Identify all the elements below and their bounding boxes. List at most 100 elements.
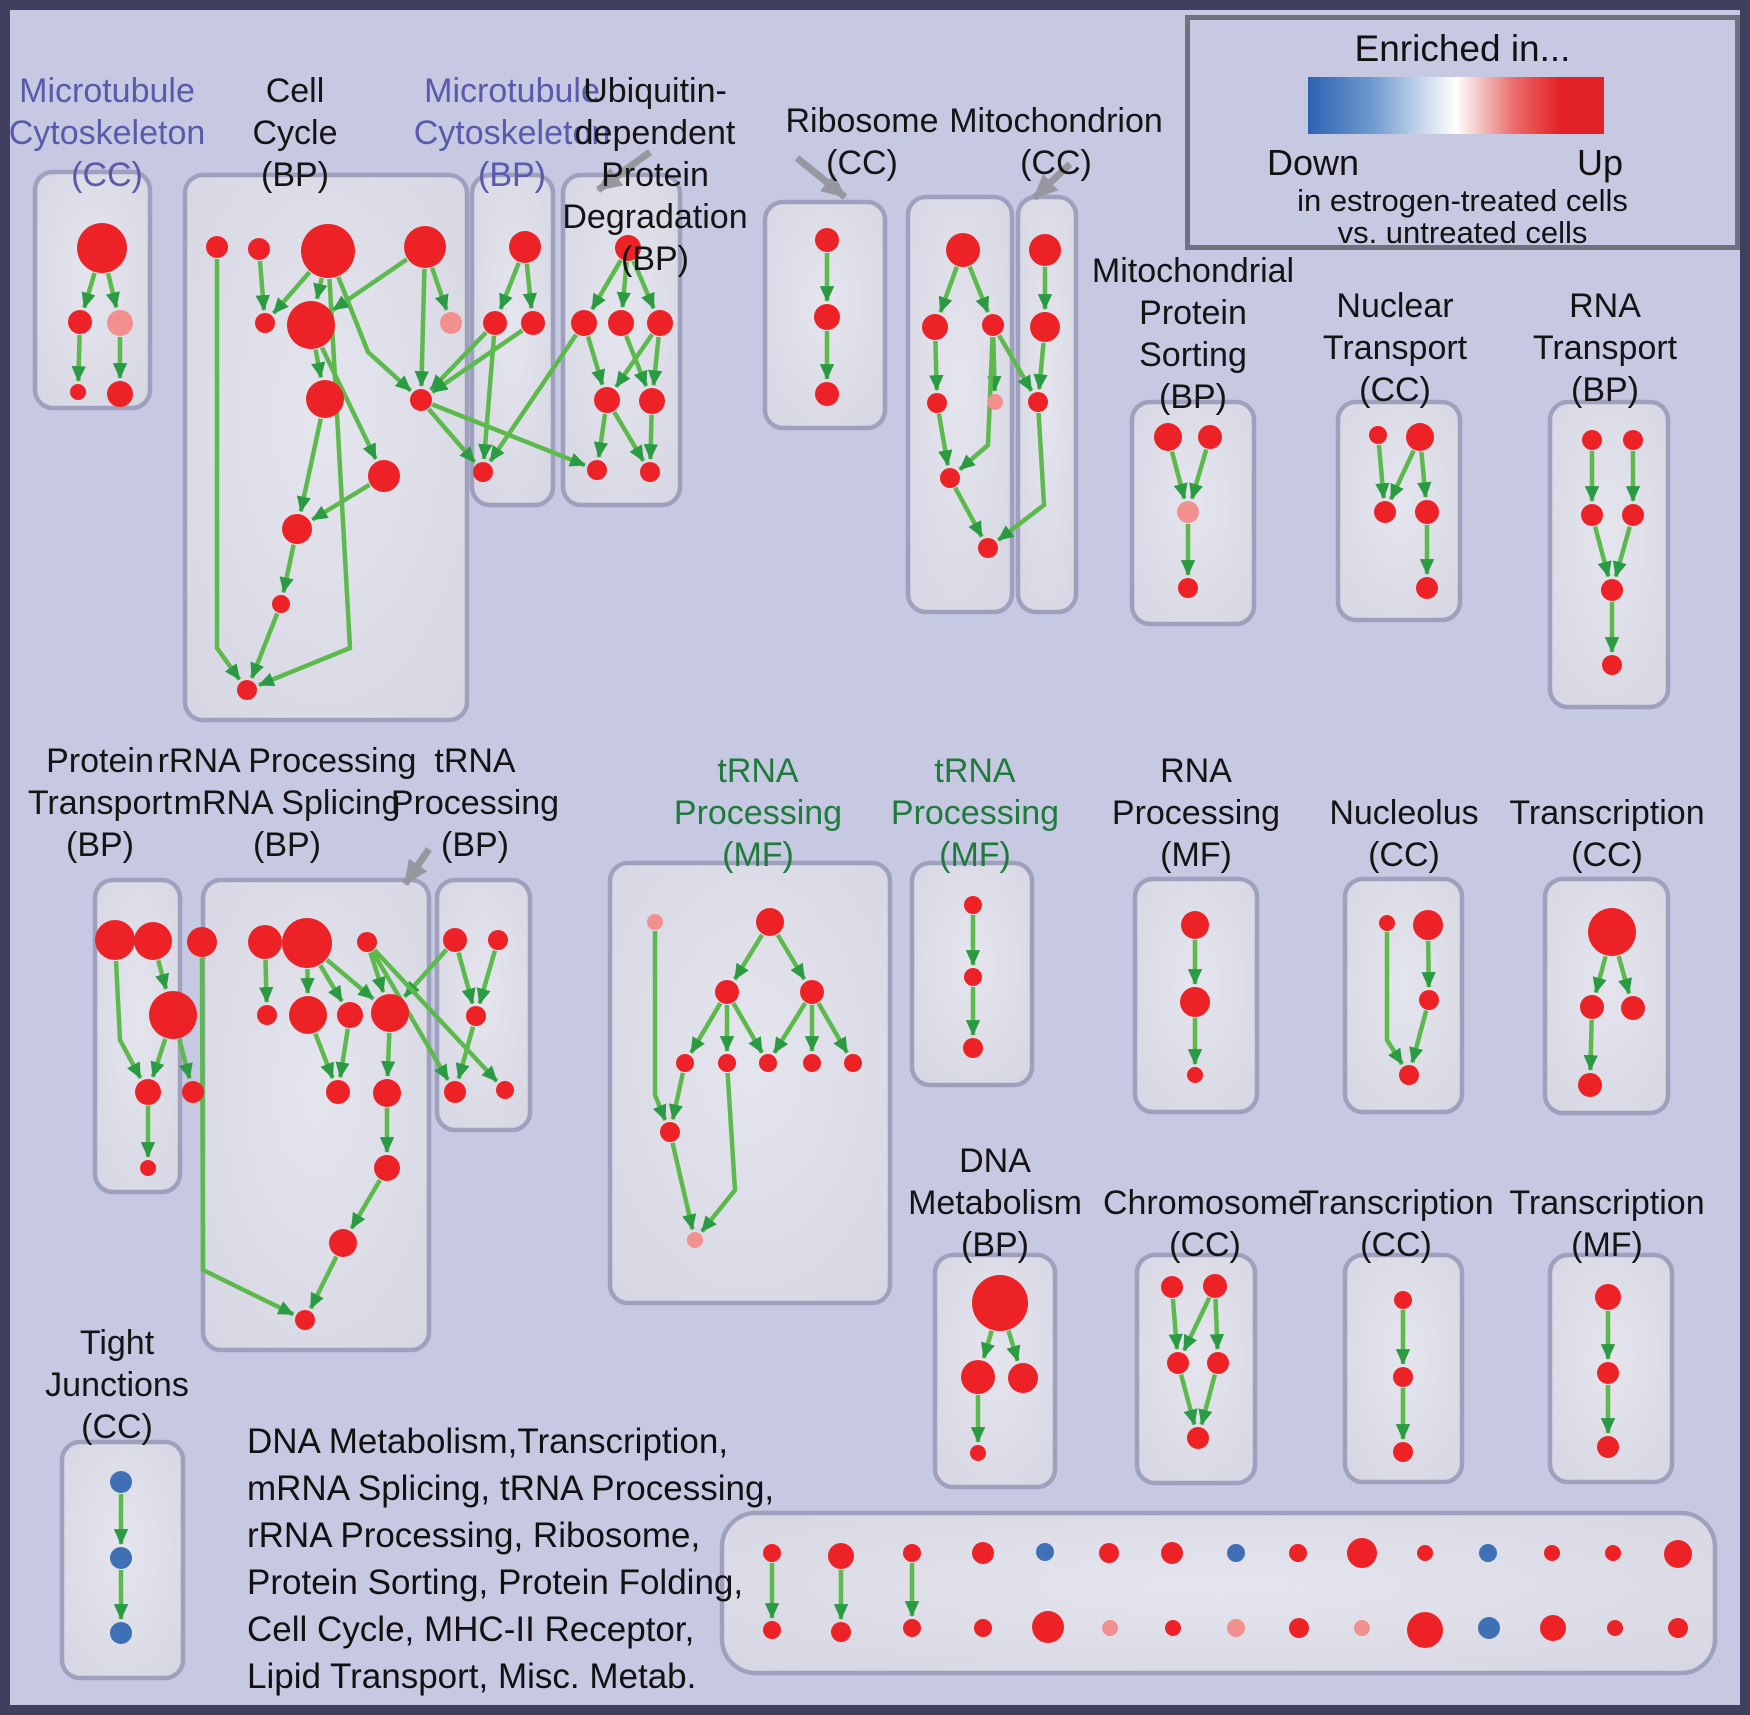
go-term-node-g11	[329, 1229, 357, 1257]
cluster-box-nuclear-transport-cc	[1335, 399, 1463, 623]
go-term-node-p3	[135, 1079, 161, 1105]
go-term-node-bt5	[1036, 1543, 1054, 1561]
go-term-node-c1a	[77, 223, 127, 273]
edge-cr3-cr4	[1198, 1374, 1218, 1426]
edge-g2-g7	[325, 958, 375, 1001]
go-term-node-w4	[1601, 579, 1623, 601]
cluster-label-chromosome-18: Chromosome (CC)	[1102, 1184, 1308, 1264]
cluster-label-transcription-19: Transcription (CC)	[1298, 1184, 1494, 1264]
go-term-node-g12	[295, 1310, 315, 1330]
edge-k4-k9	[668, 1072, 686, 1121]
edge-n3-n5	[332, 257, 409, 312]
edge-k9-k10	[670, 1142, 697, 1231]
label-pointer-arrow-4	[402, 847, 432, 886]
edge-u5-u7	[643, 414, 659, 460]
go-term-node-t1	[1406, 423, 1434, 451]
legend-subtitle-2: vs. untreated cells	[1337, 215, 1588, 250]
cluster-box-rna-transport-bp	[1547, 399, 1671, 710]
mixed-cluster-text: DNA Metabolism,Transcription, mRNA Splici…	[247, 1418, 774, 1700]
cluster-label-tight-21: Tight Junctions (CC)	[45, 1324, 189, 1446]
go-term-node-cr1	[1203, 1274, 1227, 1298]
go-term-node-n6	[440, 312, 462, 334]
cluster-box-mixed-bottom	[719, 1510, 1718, 1676]
go-term-node-bt8	[1227, 1544, 1245, 1562]
edge-w3-w4	[1612, 525, 1632, 578]
go-term-node-n4	[255, 313, 275, 333]
go-term-node-w3	[1622, 504, 1644, 526]
go-term-node-u2	[608, 310, 634, 336]
go-term-node-m2	[521, 311, 545, 335]
edge-k5-k10	[700, 1072, 738, 1233]
edge-hm-h2	[455, 1025, 476, 1080]
go-term-node-bb2	[831, 1622, 851, 1642]
edge-n1-n4	[255, 260, 270, 311]
edge-n7-n10	[296, 418, 323, 513]
edge-r0-r2	[967, 265, 990, 313]
go-term-node-s2	[1177, 501, 1199, 523]
go-term-node-r3	[927, 393, 947, 413]
go-term-node-n5	[287, 301, 335, 349]
go-term-node-x1	[1580, 995, 1604, 1019]
cluster-label-rna-14: RNA Processing (MF)	[1111, 752, 1281, 874]
go-term-node-bt10	[1347, 1538, 1377, 1568]
go-term-node-bt11	[1417, 1545, 1433, 1561]
edge-u1-u4	[585, 335, 606, 386]
go-term-node-u6	[587, 460, 607, 480]
label-pointer-arrow-2	[794, 155, 848, 200]
cluster-label-transcription-16: Transcription (CC)	[1509, 794, 1705, 874]
go-term-node-f2	[1419, 990, 1439, 1010]
go-term-node-bt9	[1289, 1544, 1307, 1562]
edge-cr2-cr4	[1178, 1374, 1198, 1426]
go-term-node-g3	[357, 932, 377, 952]
edge-n5-n9	[319, 346, 378, 460]
edge-u4-u6	[593, 413, 609, 458]
edge-k3-k8	[816, 1002, 849, 1054]
go-term-node-p1	[134, 922, 172, 960]
edge-r0-r1	[938, 266, 959, 313]
edge-w2-w4	[1592, 526, 1612, 578]
go-term-node-k2	[715, 980, 739, 1004]
go-term-node-g8	[326, 1080, 350, 1104]
go-term-node-bt1	[763, 1544, 781, 1562]
cluster-label-dna-17: DNA Metabolism (BP)	[908, 1142, 1082, 1264]
go-term-node-n10	[282, 514, 312, 544]
edge-u4-u7	[612, 410, 646, 462]
cluster-box-microtubule-cytoskeleton-cc	[32, 169, 153, 411]
go-term-node-d1	[961, 1360, 995, 1394]
edge-n9-n10	[311, 482, 371, 522]
go-term-node-t2	[1374, 501, 1396, 523]
go-term-node-n0	[206, 236, 228, 258]
edge-s1-s2	[1189, 448, 1209, 500]
edge-g0-g12	[199, 957, 295, 1317]
edge-n3-n8	[414, 268, 429, 387]
edge-cr1-cr2	[1182, 1296, 1212, 1352]
go-term-node-w1	[1623, 430, 1643, 450]
go-term-node-d0	[972, 1275, 1028, 1331]
edge-k2-k6	[731, 1002, 764, 1054]
edge-f2-f3	[1409, 1010, 1429, 1064]
go-term-node-bt14	[1605, 1545, 1621, 1561]
go-term-node-bb14	[1607, 1620, 1623, 1636]
go-term-node-bt4	[972, 1542, 994, 1564]
edge-d0-d2	[1006, 1330, 1021, 1362]
go-term-node-k5	[718, 1054, 736, 1072]
go-term-node-bt7	[1161, 1542, 1183, 1564]
cluster-label-trna-11: tRNA Processing (BP)	[390, 742, 560, 864]
go-term-node-cr0	[1161, 1276, 1183, 1298]
edge-d0-d1	[981, 1330, 995, 1359]
mixed-cluster-text-line: mRNA Splicing, tRNA Processing,	[247, 1469, 775, 1508]
label-pointer-arrow-1	[595, 149, 653, 193]
go-term-node-p5	[140, 1160, 156, 1176]
go-term-node-bb1	[763, 1621, 781, 1639]
go-term-node-r2	[982, 314, 1004, 336]
cluster-label-ubiquitin--3: Ubiquitin-dependent Protein Degradation (BP…	[562, 72, 748, 278]
edge-u0-u1	[590, 258, 623, 311]
go-term-node-bb6	[1102, 1620, 1118, 1636]
go-term-node-u0	[615, 235, 641, 261]
edge-g10-g11	[349, 1178, 382, 1230]
edge-h0-hm	[456, 951, 476, 1005]
cluster-label-microtubule-2: Microtubule Cytoskeleton (BP)	[413, 72, 611, 194]
edge-n10-n11	[279, 544, 296, 594]
go-term-node-k4	[676, 1054, 694, 1072]
mixed-cluster-text-line: Cell Cycle, MHC-II Receptor,	[247, 1610, 695, 1649]
